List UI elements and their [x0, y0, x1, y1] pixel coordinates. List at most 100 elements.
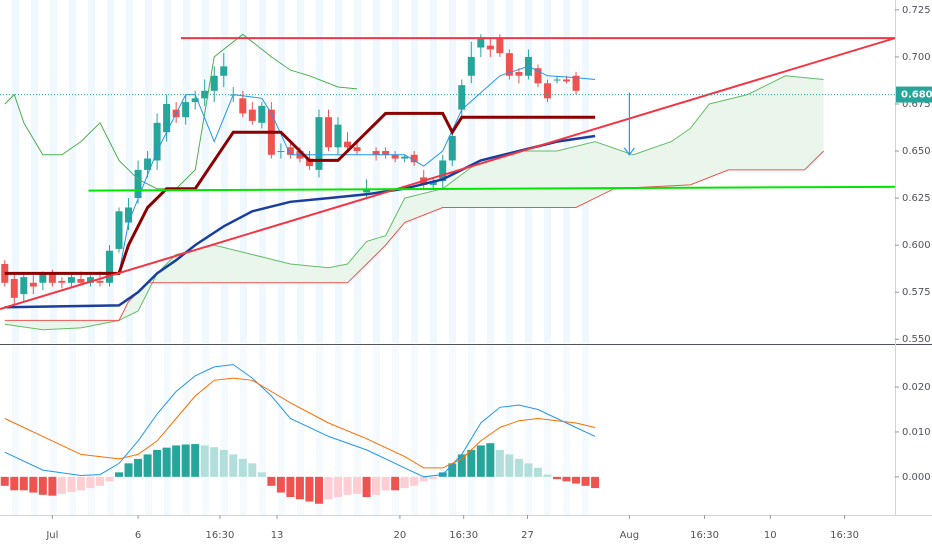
session-stripe — [335, 346, 342, 515]
session-stripe — [50, 0, 57, 343]
candle-body — [543, 83, 551, 99]
histogram-bar — [257, 472, 266, 477]
histogram-bar — [276, 476, 285, 493]
candle-body — [134, 169, 142, 199]
candle-body — [534, 68, 542, 84]
arrow-head — [623, 147, 635, 156]
candle-body — [401, 156, 409, 159]
histogram-bar — [543, 474, 552, 477]
candle-body — [248, 109, 256, 121]
session-stripe — [69, 346, 76, 515]
session-stripe — [278, 0, 285, 343]
session-stripe — [88, 0, 95, 343]
histogram-bar — [153, 449, 162, 477]
session-stripe — [164, 346, 171, 515]
session-stripe — [354, 346, 361, 515]
histogram-bar — [314, 476, 323, 504]
histogram-bar — [429, 476, 438, 480]
histogram-bar — [353, 476, 362, 494]
session-stripe — [563, 346, 570, 515]
session-stripe — [107, 346, 114, 515]
histogram-bar — [267, 476, 276, 486]
candle-body — [258, 105, 266, 123]
session-stripe — [240, 346, 247, 515]
y-tick-label: 0.650 — [902, 146, 931, 157]
candle-body — [239, 98, 247, 114]
y-tick-label: 0.575 — [902, 287, 931, 298]
histogram-bar — [10, 476, 19, 491]
session-stripe — [411, 0, 418, 343]
candle-body — [505, 53, 513, 76]
candle-body — [58, 280, 66, 283]
x-tick-label: 16:30 — [449, 530, 478, 541]
histogram-bar — [124, 463, 133, 477]
histogram-bar — [229, 454, 238, 477]
histogram-bar — [134, 458, 143, 477]
x-tick-label: 16:30 — [206, 530, 235, 541]
indicator-line — [4, 33, 358, 190]
session-stripe — [335, 0, 342, 343]
candle-body — [153, 122, 161, 161]
candle-body — [458, 85, 466, 110]
histogram-bar — [381, 476, 390, 491]
histogram-bar — [29, 476, 38, 493]
session-stripe — [373, 346, 380, 515]
y-tick-label: 0.700 — [902, 52, 931, 63]
indicator-line — [4, 111, 596, 275]
candle-body — [572, 75, 580, 91]
candle-body — [182, 102, 190, 118]
histogram-bar — [372, 476, 381, 495]
x-tick-label: 16:30 — [690, 530, 719, 541]
candle-body — [429, 181, 437, 185]
session-stripe — [316, 0, 323, 343]
x-tick-label: 16:30 — [830, 530, 859, 541]
histogram-bar — [467, 449, 476, 477]
histogram-bar — [343, 476, 352, 495]
histogram-bar — [334, 476, 343, 498]
session-stripe — [183, 346, 190, 515]
histogram-bar — [362, 476, 371, 498]
candle-body — [563, 79, 571, 82]
last-price-label: 0.680 — [901, 90, 932, 101]
histogram-bar — [514, 458, 523, 477]
macd-line — [4, 377, 596, 469]
histogram-bar — [200, 445, 209, 477]
candle-body — [305, 158, 313, 167]
histogram-bar — [210, 447, 219, 477]
session-stripe — [221, 0, 228, 343]
session-stripe — [31, 0, 38, 343]
candle-body — [286, 147, 294, 155]
macd-line — [4, 364, 596, 478]
y-tick-label: 0.550 — [902, 334, 931, 345]
session-stripe — [582, 346, 589, 515]
y-tick-label: 0.600 — [902, 240, 931, 251]
histogram-bar — [162, 447, 171, 477]
session-stripe — [202, 346, 209, 515]
session-stripe — [354, 0, 361, 343]
indicator-line — [4, 65, 596, 274]
session-stripe — [430, 0, 437, 343]
session-stripe — [126, 346, 133, 515]
histogram-bar — [219, 449, 228, 477]
histogram-bar — [505, 454, 514, 477]
session-stripe — [449, 346, 456, 515]
session-stripe — [240, 0, 247, 343]
histogram-bar — [448, 463, 457, 477]
histogram-bar — [524, 463, 533, 477]
histogram-bar — [562, 476, 571, 482]
x-tick-label: 13 — [271, 530, 284, 541]
session-stripe — [430, 346, 437, 515]
trend-line — [0, 37, 896, 311]
histogram-bar — [86, 476, 95, 489]
candle-body — [315, 117, 323, 170]
session-stripe — [525, 346, 532, 515]
session-stripe — [259, 346, 266, 515]
candle-body — [486, 45, 494, 50]
indicator-line — [4, 134, 596, 309]
session-stripe — [164, 0, 171, 343]
session-stripe — [278, 346, 285, 515]
candle-body — [467, 56, 475, 76]
histogram-bar — [591, 476, 600, 489]
histogram-bar — [143, 454, 152, 477]
candle-body — [448, 135, 456, 161]
